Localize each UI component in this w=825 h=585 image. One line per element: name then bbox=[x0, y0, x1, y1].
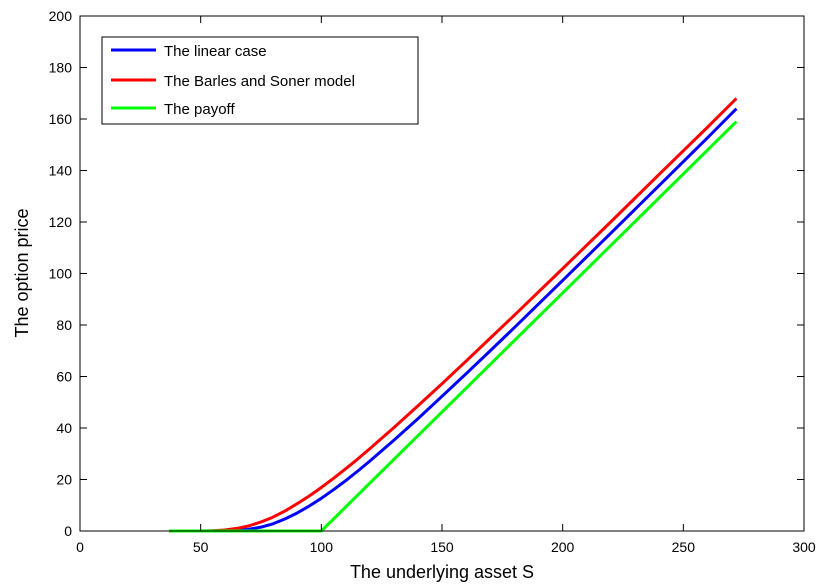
legend-label-payoff: The payoff bbox=[164, 101, 235, 118]
x-tick-label: 50 bbox=[193, 539, 209, 555]
y-tick-label: 120 bbox=[49, 214, 73, 230]
y-tick-label: 100 bbox=[49, 266, 73, 282]
y-tick-label: 160 bbox=[49, 111, 73, 127]
x-tick-label: 100 bbox=[310, 539, 334, 555]
x-tick-label: 200 bbox=[551, 539, 575, 555]
x-axis-label: The underlying asset S bbox=[350, 562, 534, 582]
y-tick-label: 140 bbox=[49, 163, 73, 179]
legend: The linear case The Barles and Soner mod… bbox=[101, 36, 419, 125]
y-tick-label: 80 bbox=[56, 317, 72, 333]
y-axis-label: The option price bbox=[12, 208, 32, 337]
legend-label-barles-soner: The Barles and Soner model bbox=[164, 73, 355, 90]
x-tick-label: 150 bbox=[430, 539, 454, 555]
series-line-0 bbox=[169, 107, 738, 533]
x-tick-label: 300 bbox=[792, 539, 816, 555]
ticks-layer: 0 50 100 150 200 250 300 0 20 40 60 80 100 120 140 160 1… bbox=[49, 8, 816, 555]
y-tick-label: 200 bbox=[49, 8, 73, 24]
y-tick-label: 40 bbox=[56, 420, 72, 436]
y-tick-label: 0 bbox=[64, 523, 72, 539]
y-tick-label: 60 bbox=[56, 369, 72, 385]
x-tick-label: 0 bbox=[76, 539, 84, 555]
series-line-1 bbox=[169, 97, 738, 533]
x-tick-label: 250 bbox=[672, 539, 696, 555]
y-tick-label: 20 bbox=[56, 472, 72, 488]
legend-label-linear: The linear case bbox=[164, 43, 267, 60]
y-tick-label: 180 bbox=[49, 60, 73, 76]
